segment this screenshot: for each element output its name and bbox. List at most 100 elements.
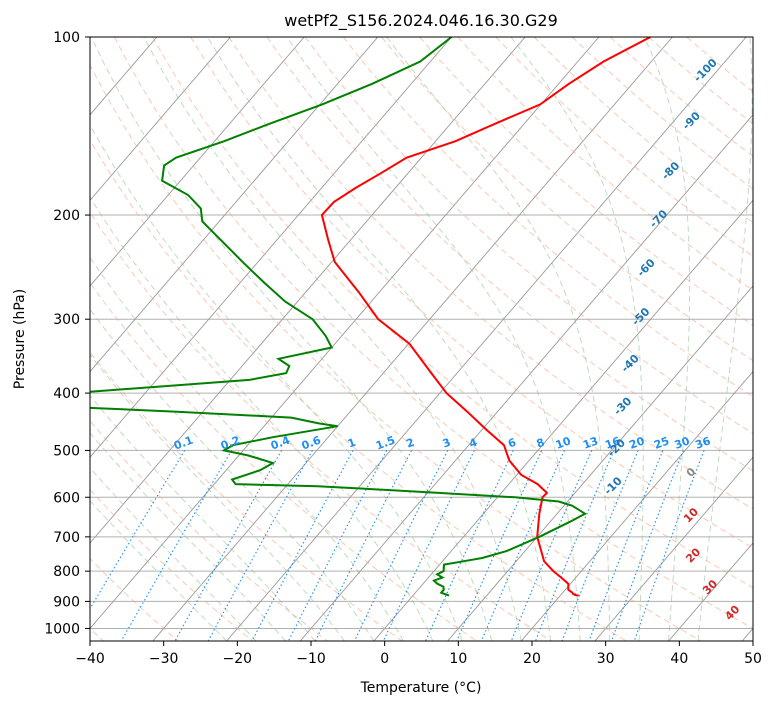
isotherm-line <box>447 285 753 641</box>
isotherm-line <box>90 37 231 202</box>
moist-adiabat-line <box>90 394 316 641</box>
mixing-ratio-label: 1.5 <box>374 434 397 453</box>
x-tick-label: 0 <box>380 651 389 667</box>
y-tick-label: 300 <box>53 312 80 328</box>
y-tick-label: 100 <box>53 30 80 46</box>
mixing-ratio-line <box>314 450 412 641</box>
y-tick-label: 200 <box>53 208 80 224</box>
dry-adiabat-line <box>90 211 552 641</box>
dry-adiabat-line <box>228 37 753 510</box>
x-tick-label: 40 <box>670 651 688 667</box>
mixing-ratio-line <box>288 450 388 641</box>
moist-adiabat-line <box>286 37 581 641</box>
y-tick-label: 600 <box>53 490 80 506</box>
moist-adiabat-line <box>697 37 753 641</box>
dry-adiabat-line <box>90 351 403 641</box>
mixing-ratio-line <box>207 450 313 641</box>
y-tick-label: 800 <box>53 564 80 580</box>
mixing-ratio-line <box>561 450 639 641</box>
y-axis-label: Pressure (hPa) <box>12 289 28 389</box>
mixing-ratio-label: 4 <box>467 436 479 451</box>
mixing-ratio-label: 10 <box>554 434 573 452</box>
data-series <box>90 37 651 597</box>
mixing-ratio-line <box>588 450 664 641</box>
moist-adiabat-line <box>90 308 375 641</box>
x-tick-label: 30 <box>597 651 615 667</box>
mixing-ratio-label: 0.6 <box>300 434 323 453</box>
moist-adiabat-line <box>90 123 463 641</box>
dry-adiabat-line <box>457 37 753 291</box>
isotherm-line <box>152 37 673 641</box>
moist-adiabat-line <box>90 354 345 641</box>
mixing-ratio-line <box>120 450 233 641</box>
mixing-ratio-label: 13 <box>581 434 600 451</box>
background-lines <box>0 37 753 641</box>
mixing-ratio-label: 25 <box>652 434 671 451</box>
dry-adiabat-line <box>113 37 753 630</box>
mixing-ratio-line <box>251 450 354 641</box>
mixing-ratio-label: 36 <box>693 434 712 452</box>
moist-adiabat-line <box>90 37 493 641</box>
moist-adiabat-line <box>386 37 611 641</box>
mixing-ratio-label: 8 <box>535 436 547 451</box>
isotherm-line <box>520 370 753 641</box>
mixing-ratio-label: 30 <box>673 434 692 452</box>
mixing-ratio-line <box>425 450 514 641</box>
chart-title: wetPf2_S156.2024.046.16.30.G29 <box>284 11 558 31</box>
mixing-ratio-line <box>174 450 283 641</box>
isotherm-line <box>90 37 379 373</box>
plot-frame <box>89 36 754 642</box>
moist-adiabat-line <box>90 467 257 641</box>
isotherm-line <box>90 37 526 544</box>
plot-background <box>90 37 753 641</box>
dewpoint-profile-line <box>90 37 587 597</box>
dry-adiabat-line <box>419 37 753 326</box>
y-tick-label: 500 <box>53 443 80 459</box>
dry-adiabat-line <box>90 139 627 641</box>
x-tick-label: −30 <box>149 651 179 667</box>
moist-adiabat-line <box>510 37 644 641</box>
mixing-ratio-label: 3 <box>441 436 453 451</box>
moist-adiabat-line <box>143 37 522 641</box>
mixing-ratio-line <box>611 450 684 641</box>
mixing-ratio-label: 20 <box>627 434 646 452</box>
mixing-ratio-label: 0.2 <box>219 434 242 453</box>
mixing-ratio-label: 6 <box>506 436 518 451</box>
x-tick-label: −20 <box>223 651 253 667</box>
axes: −40 −30 −20 −10 0 10 20 30 40 5010020030040050060… <box>44 30 762 667</box>
isotherm-line <box>373 199 753 641</box>
y-tick-label: 700 <box>53 530 80 546</box>
mixing-ratio-label: 0.4 <box>269 434 292 453</box>
x-tick-label: −10 <box>296 651 326 667</box>
x-axis-label: Temperature (°C) <box>360 680 482 696</box>
dry-adiabat-line <box>152 37 753 589</box>
mixing-ratio-line <box>633 450 705 641</box>
isotherm-line <box>594 456 753 641</box>
mixing-ratio-label: 1 <box>346 436 358 451</box>
moist-adiabat-line <box>207 37 552 641</box>
dry-adiabat-line <box>90 64 702 641</box>
isotherm-line <box>226 37 747 641</box>
isotherm-line <box>0 37 10 641</box>
mixing-ratio-label: 16 <box>603 434 622 452</box>
mixing-ratio-line <box>354 450 449 641</box>
moist-adiabat-line <box>643 37 691 641</box>
y-tick-label: 400 <box>53 386 80 402</box>
isotherm-line <box>90 37 305 287</box>
isotherm-line <box>90 37 600 630</box>
dry-adiabat-line <box>90 281 478 641</box>
x-tick-label: 50 <box>744 651 762 667</box>
temperature-profile-line <box>320 37 651 597</box>
mixing-ratio-line <box>534 450 615 641</box>
dry-adiabat-line <box>266 37 753 472</box>
dry-adiabat-line <box>381 37 753 362</box>
x-tick-label: 20 <box>523 651 541 667</box>
mixing-ratio-label: 2 <box>404 436 416 451</box>
y-tick-label: 900 <box>53 594 80 610</box>
x-tick-label: −40 <box>75 651 105 667</box>
x-tick-label: 10 <box>449 651 467 667</box>
moist-adiabat-line <box>90 196 434 641</box>
background-labels: 0.1 0.2 0.4 0.6 1 1.5 2 3 4 6 8 10 13 16 20 25 30 36-100-… <box>172 56 743 623</box>
moist-adiabat-line <box>90 432 286 641</box>
